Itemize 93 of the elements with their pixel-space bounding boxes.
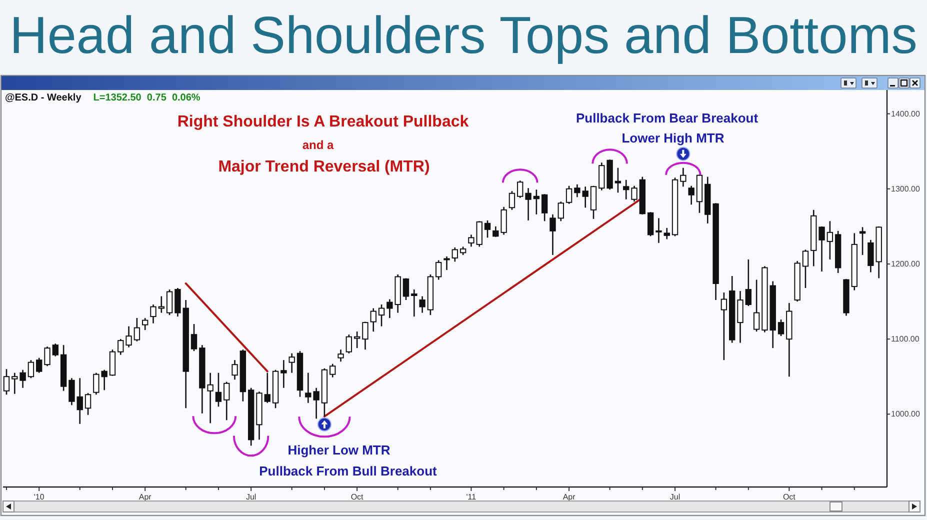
candlestick: [737, 290, 744, 344]
candlestick: [476, 220, 482, 248]
candlestick: [778, 318, 784, 337]
candlestick: [745, 258, 752, 307]
candlestick: [688, 185, 694, 206]
candlestick: [84, 392, 92, 416]
candlestick: [224, 381, 230, 421]
candlestick: [566, 185, 572, 205]
candlestick: [3, 368, 10, 396]
x-tick-label: Oct: [782, 492, 796, 502]
candlestick: [190, 323, 198, 352]
candlestick: [313, 387, 320, 420]
candlestick: [338, 348, 344, 362]
candlestick: [631, 185, 638, 202]
candlestick: [484, 220, 491, 238]
x-tick-label: Oct: [350, 492, 364, 502]
candlestick: [517, 180, 524, 199]
candlestick: [525, 187, 532, 222]
candlestick: [166, 288, 173, 316]
candlestick: [20, 369, 26, 389]
annotation: Pullback From Bull Breakout: [259, 464, 438, 478]
candlestick: [435, 260, 442, 280]
candlestick: [378, 304, 385, 327]
candlestick: [647, 211, 654, 237]
y-tick-label: 1200.00: [891, 259, 920, 268]
text: @ES.D - Weekly: [5, 92, 82, 104]
annotation: Lower High MTR: [622, 130, 725, 146]
candlestick: [12, 372, 18, 395]
candlestick: [28, 359, 34, 379]
y-tick-label: 1400.00: [891, 109, 920, 118]
annotation: and a: [302, 138, 334, 152]
candlestick: [444, 256, 450, 271]
x-tick-label: Apr: [138, 492, 152, 502]
candlestick: [656, 218, 662, 244]
candlestick: [280, 359, 287, 389]
candlestick: [232, 359, 238, 380]
candlestick: [36, 357, 42, 374]
candlestick: [362, 321, 368, 350]
candlestick: [550, 214, 556, 256]
candlestick: [411, 288, 418, 318]
annotation: Right Shoulder Is A Breakout Pullback: [177, 114, 469, 130]
candlestick: [134, 317, 140, 342]
candlestick: [753, 279, 760, 332]
candlestick: [419, 296, 426, 314]
candlestick: [590, 185, 597, 220]
annotation: Higher Low MTR: [288, 442, 391, 458]
candlestick: [720, 292, 728, 361]
text: L=1352.50 0.75 0.06%: [93, 92, 200, 104]
candlestick: [174, 287, 181, 318]
candlestick: [76, 377, 83, 425]
candlestick: [541, 193, 548, 222]
candlestick: [452, 246, 458, 262]
y-tick-label: 1100.00: [891, 334, 920, 344]
candlestick: [826, 220, 834, 260]
candlestick: [818, 226, 825, 272]
candlestick: [664, 227, 670, 240]
y-tick-label: 1000.00: [891, 410, 920, 419]
candlestick: [614, 167, 622, 194]
x-tick-label: '10: [34, 492, 45, 502]
candlestick: [68, 377, 75, 406]
candlestick: [44, 346, 50, 367]
chart-title: Head and Shoulders Tops and Bottoms: [10, 7, 918, 65]
candlestick: [623, 179, 630, 200]
candlestick: [330, 363, 336, 378]
candlestick: [215, 372, 222, 408]
candlestick: [859, 226, 866, 256]
x-tick-label: Apr: [562, 492, 576, 502]
candlestick: [264, 372, 270, 404]
annotation: Major Trend Reversal (MTR): [218, 158, 430, 176]
candlestick: [109, 348, 116, 377]
candlestick: [150, 304, 156, 324]
x-tick-label: '11: [466, 492, 477, 502]
candlestick: [508, 190, 516, 211]
y-tick-label: 1300.00: [891, 184, 920, 194]
candlestick: [305, 372, 312, 404]
candlestick: [142, 317, 148, 331]
candlestick: [288, 352, 295, 374]
candlestick: [802, 249, 809, 289]
candlestick: [158, 296, 164, 314]
candlestick: [370, 308, 376, 332]
candlestick: [354, 330, 360, 349]
annotation: Pullback From Bear Breakout: [576, 110, 759, 126]
candlestick: [558, 200, 564, 222]
candlestick: [52, 342, 59, 357]
candlestick: [118, 338, 124, 356]
candlestick: [126, 326, 132, 348]
x-tick-label: Jul: [246, 492, 256, 502]
candlestick: [346, 334, 352, 354]
candlestick: [402, 278, 410, 301]
candlestick: [468, 234, 474, 248]
x-tick-label: Jul: [670, 492, 680, 502]
candlestick: [533, 188, 540, 216]
candlestick: [680, 167, 686, 188]
